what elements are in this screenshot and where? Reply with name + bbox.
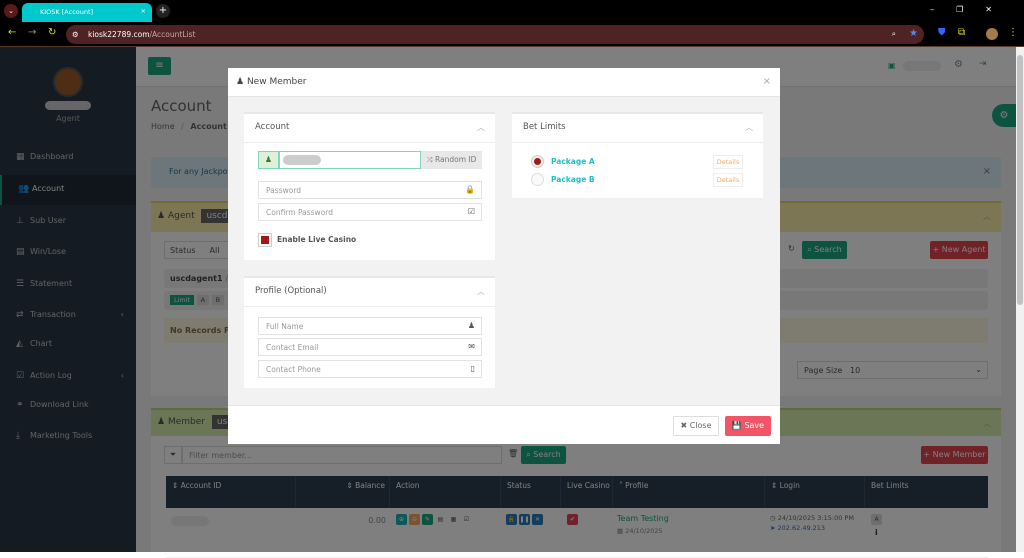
live-casino-label[interactable]: Enable Live Casino (277, 235, 357, 244)
package-b-details-button[interactable]: Details (713, 173, 743, 187)
browser-tab[interactable]: KIOSK [Account] × (22, 3, 152, 22)
back-icon[interactable]: ← (8, 27, 17, 38)
package-b-radio[interactable] (531, 173, 544, 186)
close-button[interactable]: ✖ Close (673, 416, 719, 436)
contact-phone-input[interactable]: Contact Phone ▯ (258, 360, 482, 378)
forward-icon[interactable]: → (28, 27, 37, 38)
collapse-chevron-icon[interactable]: ︿ (477, 287, 485, 296)
collapse-chevron-icon[interactable]: ︿ (745, 123, 753, 132)
envelope-icon: ✉ (468, 342, 475, 351)
user-icon: ♟ (236, 77, 245, 87)
page-scrollbar[interactable] (1016, 47, 1024, 552)
tab-menu-button[interactable]: ⌄ (4, 4, 18, 18)
extension-shield-icon[interactable]: ⛊ (938, 27, 946, 38)
window-controls[interactable]: –❐✕ (930, 5, 1014, 14)
collapse-chevron-icon[interactable]: ︿ (477, 123, 485, 132)
user-icon: ♟ (467, 321, 475, 330)
bet-limits-section-header: Bet Limits ︿ (512, 114, 763, 143)
site-info-icon[interactable]: ⚙ (72, 30, 79, 39)
modal-footer: ✖ Close 💾 Save (228, 405, 780, 444)
password-input[interactable]: Password 🔒 (258, 181, 482, 199)
account-section-header: Account ︿ (244, 114, 495, 143)
live-casino-checkbox[interactable] (258, 233, 272, 247)
browser-tab-bar: ⌄ KIOSK [Account] × + –❐✕ (0, 0, 1024, 22)
username-addon-icon: ♟ (258, 151, 279, 169)
package-a-radio[interactable] (531, 155, 544, 168)
profile-section: Profile (Optional) ︿ Full Name ♟ Contact E… (244, 276, 495, 388)
modal-close-icon[interactable]: × (762, 76, 771, 87)
new-member-modal: ♟ New Member × Account ︿ ♟ ⤨ Random ID Pas… (228, 68, 780, 444)
save-icon: 💾 (731, 421, 742, 430)
tab-title: KIOSK [Account] (40, 8, 94, 16)
extensions-icon[interactable]: ⧉ (958, 27, 966, 38)
url-field[interactable]: ⚙ kiosk22789.com/AccountList ⌕ ★ (66, 25, 924, 44)
zoom-icon[interactable]: ⌕ (891, 29, 896, 38)
address-bar-row: ← → ↻ ⚙ kiosk22789.com/AccountList ⌕ ★ ⛊ … (0, 22, 1024, 47)
bet-limits-section: Bet Limits ︿ Package A Details Package B … (512, 112, 763, 198)
account-section: Account ︿ ♟ ⤨ Random ID Password 🔒 Confirm… (244, 112, 495, 260)
mobile-icon: ▯ (470, 364, 475, 373)
check-square-icon: ☑ (467, 207, 475, 216)
profile-avatar[interactable] (986, 28, 998, 40)
package-a-label[interactable]: Package A (551, 157, 595, 166)
confirm-password-input[interactable]: Confirm Password ☑ (258, 203, 482, 221)
profile-section-header: Profile (Optional) ︿ (244, 278, 495, 307)
bookmark-star-icon[interactable]: ★ (909, 28, 918, 39)
random-id-button[interactable]: ⤨ Random ID (421, 151, 482, 169)
package-a-details-button[interactable]: Details (713, 155, 743, 169)
lock-icon: 🔒 (465, 185, 475, 194)
package-b-label[interactable]: Package B (551, 175, 595, 184)
browser-menu-icon[interactable]: ⋮ (1008, 27, 1018, 38)
username-input[interactable] (279, 151, 421, 169)
modal-title: New Member (246, 77, 307, 87)
close-icon: ✖ (680, 421, 688, 430)
shuffle-icon: ⤨ (426, 155, 433, 164)
full-name-input[interactable]: Full Name ♟ (258, 317, 482, 335)
save-button[interactable]: 💾 Save (725, 416, 771, 436)
reload-icon[interactable]: ↻ (48, 27, 57, 38)
tab-close-icon[interactable]: × (140, 7, 146, 15)
modal-header: ♟ New Member × (228, 68, 780, 97)
new-tab-button[interactable]: + (156, 4, 170, 18)
contact-email-input[interactable]: Contact Email ✉ (258, 338, 482, 356)
